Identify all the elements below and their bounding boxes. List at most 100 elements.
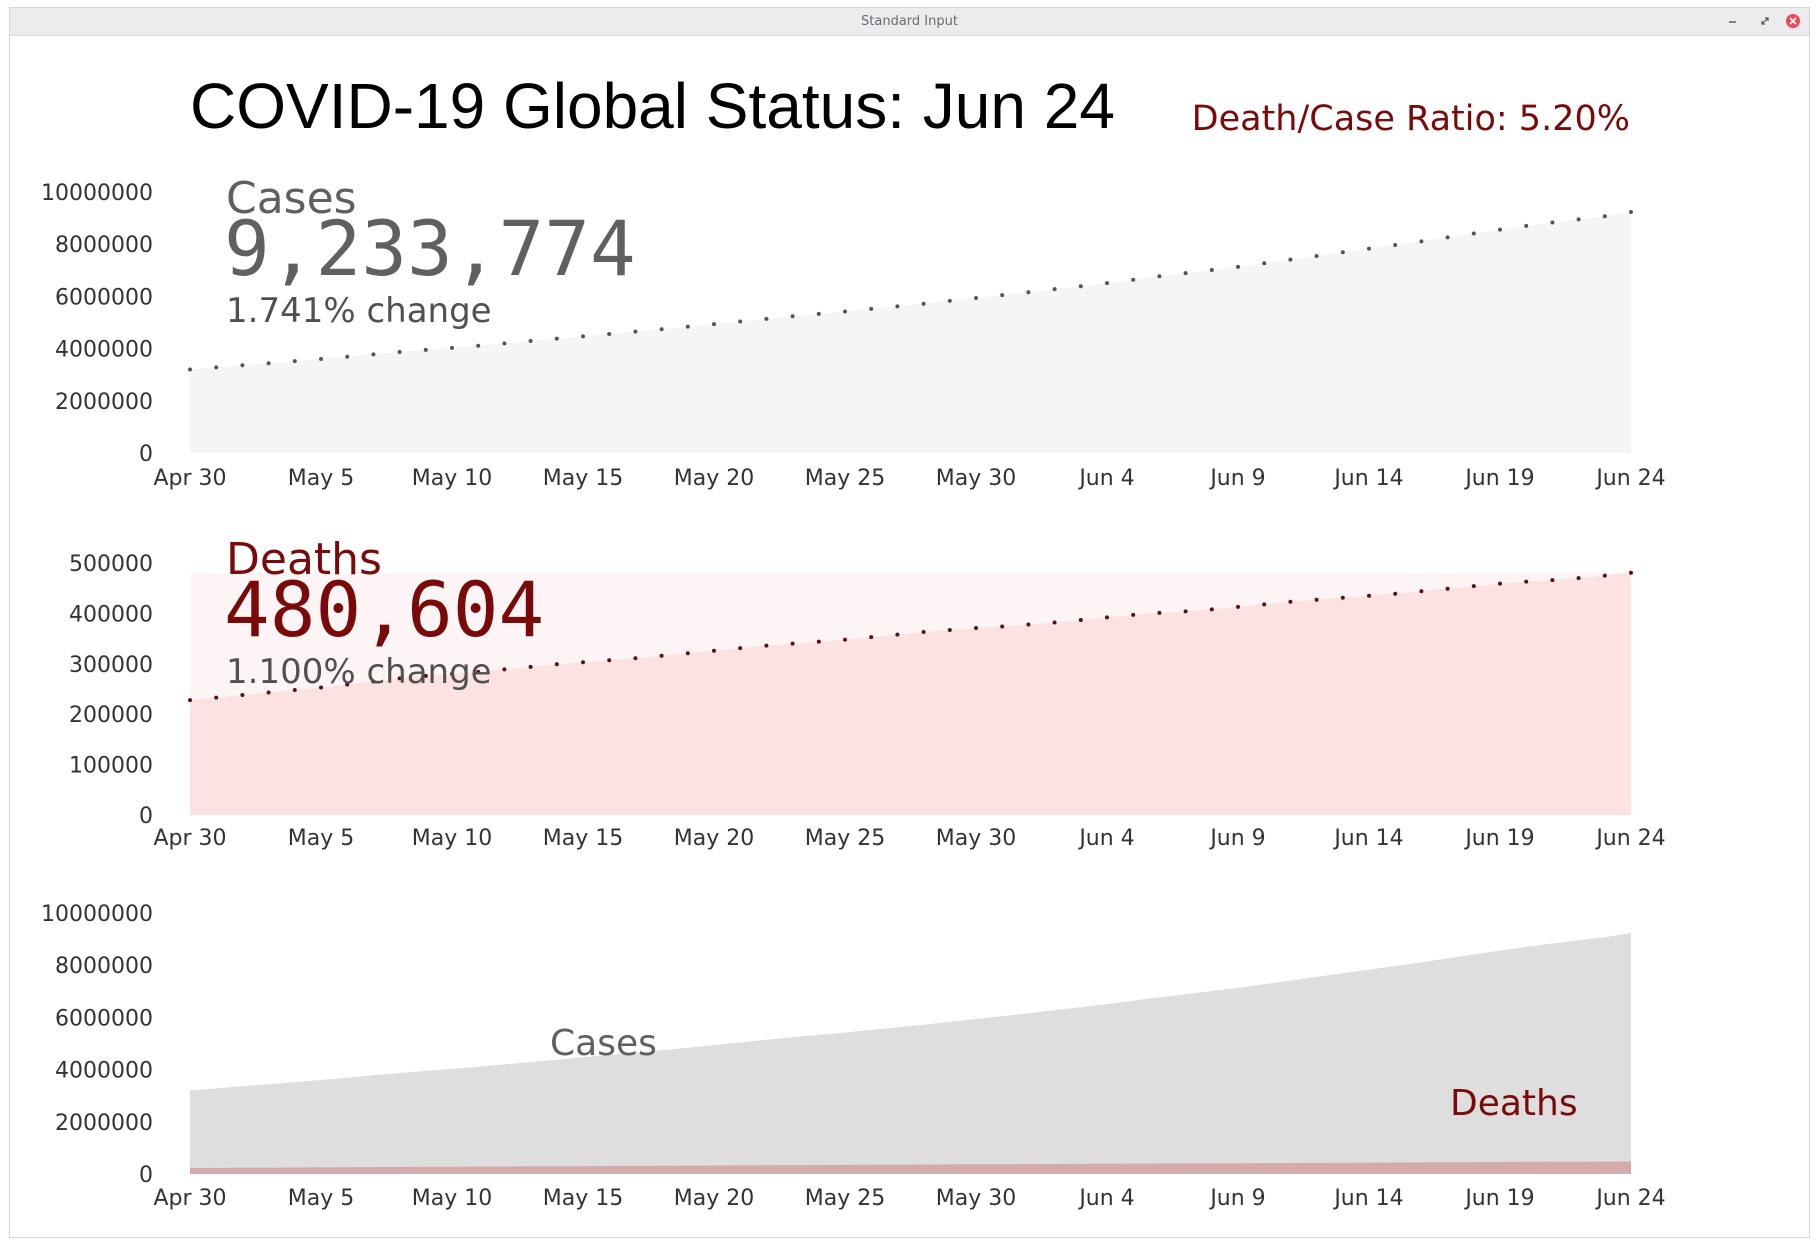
x-tick-label: Jun 19 <box>1463 466 1534 491</box>
deaths-point <box>502 667 507 672</box>
minimize-icon <box>1729 21 1736 23</box>
cases-point <box>1236 264 1240 269</box>
deaths-point <box>1367 593 1371 598</box>
x-tick-label: May 5 <box>288 1186 354 1211</box>
deaths-point <box>1393 591 1398 596</box>
x-tick-label: May 20 <box>674 1186 754 1211</box>
cases-point <box>1367 246 1371 251</box>
deaths-point <box>1576 576 1581 581</box>
deaths-point <box>423 673 428 678</box>
deaths-point <box>685 651 690 656</box>
cases-point <box>1471 231 1476 236</box>
cases-change: 1.741% change <box>226 291 492 331</box>
cases-point <box>1183 271 1188 276</box>
x-tick-label: May 15 <box>543 1186 623 1211</box>
deaths-point <box>1157 610 1162 615</box>
deaths-point <box>1419 589 1424 594</box>
cases-point <box>1157 274 1162 279</box>
cases-point <box>1524 223 1529 228</box>
deaths-point <box>869 635 874 640</box>
cases-point <box>1629 209 1633 214</box>
cases-area <box>190 212 1631 453</box>
deaths-point <box>895 632 900 637</box>
y-tick-label: 200000 <box>69 703 153 728</box>
deaths-point <box>240 693 245 698</box>
x-tick-label: Jun 19 <box>1463 1186 1534 1211</box>
x-tick-label: May 15 <box>543 826 623 851</box>
deaths-point <box>1524 579 1529 584</box>
deaths-point <box>1131 612 1136 617</box>
cases-point <box>1445 235 1450 240</box>
x-tick-label: Jun 4 <box>1077 466 1134 491</box>
deaths-point <box>1262 602 1267 607</box>
deaths-point <box>554 662 559 667</box>
deaths-point <box>1340 595 1345 600</box>
x-tick-label: Jun 24 <box>1594 466 1665 491</box>
y-tick-label: 6000000 <box>55 1006 153 1031</box>
x-tick-label: Apr 30 <box>153 826 226 851</box>
cases-point <box>790 314 795 319</box>
deaths-point <box>712 648 716 653</box>
x-tick-label: May 20 <box>674 466 754 491</box>
cases-point <box>1000 293 1005 298</box>
cases-point <box>581 334 585 339</box>
cases-point <box>528 339 533 344</box>
cases-point <box>1052 287 1057 292</box>
close-icon <box>1786 14 1800 28</box>
y-tick-label: 0 <box>139 804 153 829</box>
x-tick-label: May 5 <box>288 466 354 491</box>
deaths-point <box>921 630 926 635</box>
deaths-point <box>843 637 847 642</box>
cases-point <box>659 327 664 332</box>
x-tick-label: Jun 24 <box>1594 826 1665 851</box>
cases-point <box>843 309 847 314</box>
close-button[interactable] <box>1785 13 1801 29</box>
y-tick-label: 2000000 <box>55 390 153 415</box>
cases-point <box>1498 227 1502 232</box>
cases-point <box>371 352 376 357</box>
cases-point <box>974 295 978 300</box>
page-title: COVID-19 Global Status: Jun 24 <box>190 70 1115 142</box>
cases-total: 9,233,774 <box>224 204 636 293</box>
y-tick-label: 8000000 <box>55 954 153 979</box>
y-tick-label: 6000000 <box>55 285 153 310</box>
cases-point <box>1602 214 1607 219</box>
cases-point <box>1262 261 1267 266</box>
cases-point <box>607 331 612 336</box>
deaths-point <box>581 660 585 665</box>
y-tick-label: 100000 <box>69 754 153 779</box>
minimize-button[interactable] <box>1725 13 1741 29</box>
maximize-button[interactable] <box>1757 13 1773 29</box>
x-tick-label: Jun 4 <box>1077 1186 1134 1211</box>
x-tick-label: May 20 <box>674 826 754 851</box>
x-tick-label: May 30 <box>936 1186 1016 1211</box>
cases-point <box>633 329 638 334</box>
cases-point <box>292 359 297 364</box>
deaths-point <box>633 656 638 661</box>
x-tick-label: Jun 24 <box>1594 1186 1665 1211</box>
x-tick-label: May 30 <box>936 466 1016 491</box>
x-tick-label: May 10 <box>412 1186 492 1211</box>
deaths-point <box>1026 622 1031 627</box>
cases-point <box>1419 239 1424 244</box>
maximize-icon <box>1761 17 1769 25</box>
cases-point <box>1078 284 1083 289</box>
y-tick-label: 10000000 <box>41 902 153 927</box>
combined-deaths-label: Deaths <box>1450 1083 1578 1124</box>
cases-point <box>1209 268 1214 273</box>
cases-point <box>947 298 952 303</box>
y-tick-label: 500000 <box>69 552 153 577</box>
cases-point <box>738 319 743 324</box>
deaths-point <box>528 664 533 669</box>
deaths-point <box>1629 570 1633 575</box>
cases-point <box>1288 257 1293 262</box>
cases-point <box>450 345 454 350</box>
deaths-point <box>397 676 402 681</box>
x-tick-label: May 10 <box>412 826 492 851</box>
cases-point <box>240 363 245 368</box>
deaths-point <box>764 643 769 648</box>
deaths-point <box>1105 615 1109 620</box>
deaths-point <box>345 682 350 687</box>
y-tick-label: 300000 <box>69 653 153 678</box>
